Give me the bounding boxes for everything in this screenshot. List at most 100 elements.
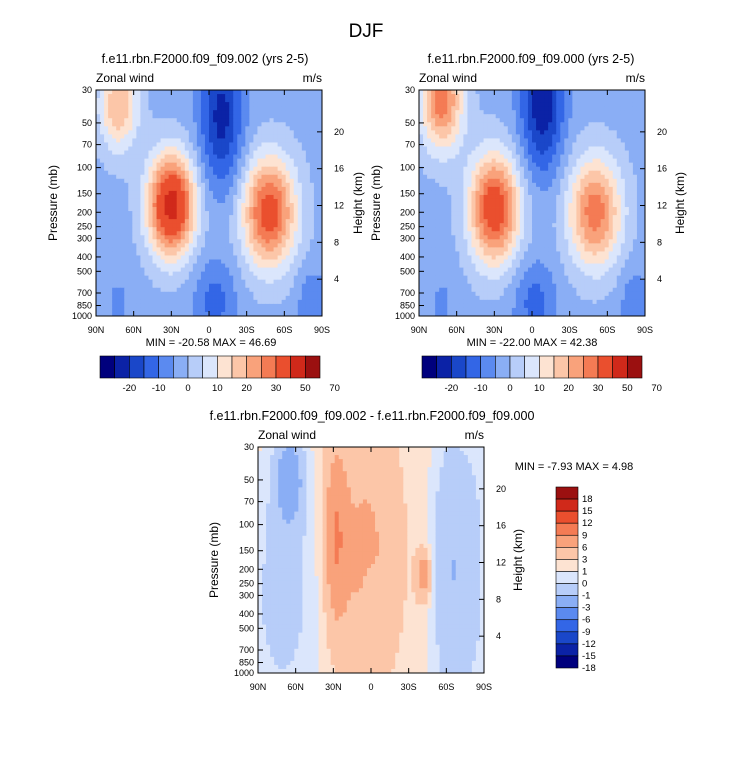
panel-a-cell [237, 283, 242, 289]
panel-b-cell [491, 98, 497, 103]
panel-a-cell [289, 178, 295, 184]
panel-a-cell [140, 251, 145, 256]
panel-a-cell [317, 154, 323, 160]
panel-a-cell [152, 295, 157, 301]
panel-a-cell [213, 98, 218, 103]
panel-a-cell [241, 207, 246, 212]
panel-a-cell [96, 178, 101, 184]
panel-a-cell [112, 110, 117, 115]
panel-a-cell [217, 182, 222, 188]
panel-b-cell [519, 178, 525, 184]
panel-b-cell [600, 190, 606, 196]
panel-b-cell [519, 106, 525, 111]
panel-a-cell [200, 263, 206, 268]
panel-a-cell [200, 134, 206, 139]
panel-a-cell [160, 134, 166, 139]
panel-a-cell [237, 235, 242, 240]
panel-b-cell [588, 106, 593, 111]
panel-b-cell [548, 186, 553, 192]
panel-a-cell [233, 235, 238, 240]
panel-a-cell [257, 134, 262, 139]
panel-a-cell [265, 118, 270, 123]
panel-b-cell [451, 146, 456, 151]
panel-a-cell [237, 295, 242, 301]
panel-b-cell [576, 154, 581, 160]
panel-b-cell [455, 102, 460, 107]
panel-a-cell [104, 118, 109, 123]
panel-a-cell [217, 227, 222, 232]
panel-a-cell [285, 166, 291, 172]
panel-a-cell [233, 259, 238, 264]
panel-b-cell [552, 110, 557, 115]
panel-b-cell [447, 198, 452, 204]
panel-a-cell [221, 307, 226, 313]
panel-a-cell [172, 251, 178, 256]
panel-a-cell [196, 267, 202, 273]
panel-b-cell [527, 154, 533, 160]
panel-a-cell [277, 291, 283, 297]
panel-b-cell [564, 198, 569, 204]
panel-a-cell [233, 90, 238, 95]
panel-a-cell [192, 114, 198, 119]
panel-b-cell [532, 211, 537, 216]
panel-a-cell [289, 295, 295, 301]
panel-a-cell [144, 311, 149, 317]
panel-a-cell [188, 299, 194, 305]
panel-a-cell [176, 267, 182, 273]
panel-b-cell [527, 182, 533, 188]
panel-b-cell [532, 207, 537, 212]
panel-b-cell [459, 126, 464, 131]
panel-a-cell [273, 295, 279, 301]
panel-a-cell [144, 287, 149, 293]
panel-b-cell [536, 186, 541, 192]
panel-a-cell [209, 251, 214, 256]
panel-a-cell [281, 231, 287, 236]
panel-a-cell [168, 307, 174, 313]
panel-a-cell [217, 243, 222, 248]
panel-b-cell [584, 122, 589, 127]
panel-b-cell [511, 130, 517, 135]
panel-a-cell [213, 311, 218, 317]
panel-a-cell [96, 198, 101, 204]
panel-a-cell [124, 207, 129, 212]
panel-b-cell [511, 94, 517, 99]
panel-a-cell [204, 138, 210, 143]
panel-a-cell [297, 178, 303, 184]
panel-b-cell [560, 110, 565, 115]
panel-a-cell [261, 267, 266, 273]
panel-a-cell [273, 231, 279, 236]
panel-b-cell [612, 98, 618, 103]
panel-a-cell [249, 219, 254, 224]
panel-b-cell [491, 178, 497, 184]
panel-a-cell [277, 194, 283, 200]
panel-a-cell [233, 311, 238, 317]
panel-a-cell [213, 259, 218, 264]
panel-a-cell [176, 311, 182, 317]
panel-a-cell [209, 291, 214, 297]
panel-a-cell [96, 263, 101, 268]
panel-b-cell [628, 142, 634, 147]
panel-b-cell [435, 94, 440, 99]
panel-a-cell [136, 299, 141, 305]
panel-a-cell [148, 215, 153, 220]
panel-a-cell [229, 303, 234, 309]
panel-a-cell [172, 126, 178, 131]
panel-a-cell [249, 203, 254, 208]
panel-b-cell [527, 90, 533, 95]
panel-b-cell [427, 138, 432, 143]
panel-a-cell [229, 186, 234, 192]
panel-a-cell [160, 126, 166, 131]
panel-a-cell [188, 198, 194, 204]
panel-a-cell [297, 146, 303, 151]
panel-a-cell [313, 174, 319, 180]
panel-a-cell [309, 142, 315, 147]
panel-a-cell [245, 207, 250, 212]
panel-a-cell [301, 170, 307, 176]
panel-a-cell [237, 138, 242, 143]
panel-a-cell [297, 106, 303, 111]
panel-a-cell [116, 110, 121, 115]
panel-a-cell [128, 170, 133, 176]
panel-b-cell [463, 166, 468, 172]
panel-a-cell [213, 231, 218, 236]
panel-b-cell [423, 122, 428, 127]
